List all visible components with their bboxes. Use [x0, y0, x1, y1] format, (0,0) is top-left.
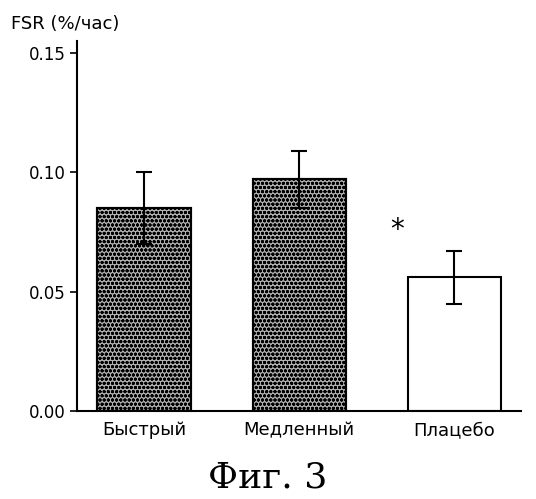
Bar [408, 277, 501, 411]
Bar [252, 180, 346, 411]
Bar [252, 180, 346, 411]
Text: Фиг. 3: Фиг. 3 [209, 460, 327, 494]
Text: *: * [390, 216, 404, 244]
Bar [98, 208, 191, 411]
Bar [98, 208, 191, 411]
Text: FSR (%/час): FSR (%/час) [11, 15, 119, 33]
